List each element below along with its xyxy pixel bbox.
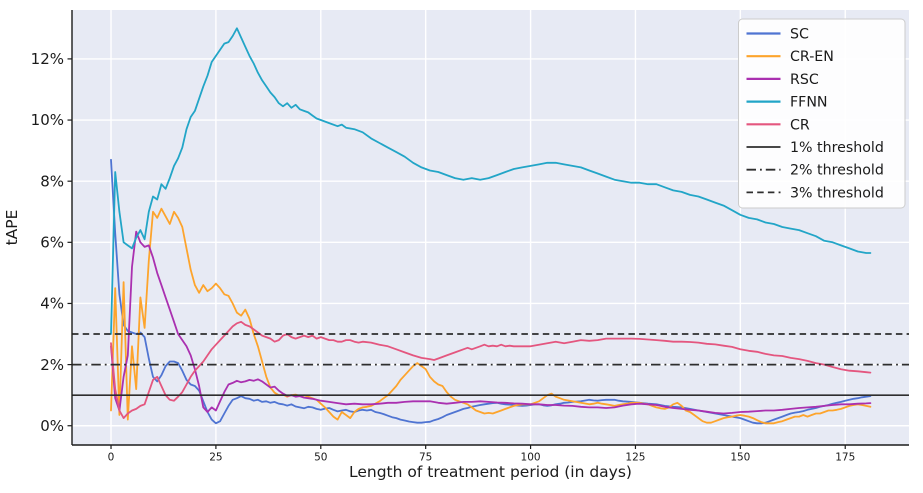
- y-tick-label: 12%: [31, 50, 64, 68]
- gridlines: [72, 10, 909, 445]
- legend-item-3-threshold: 3% threshold: [746, 185, 884, 201]
- x-tick-label: 25: [209, 452, 222, 464]
- x-tick-label: 75: [419, 452, 432, 464]
- legend-item-label: 3% threshold: [790, 185, 884, 201]
- x-tick-label: 50: [314, 452, 327, 464]
- legend: SC CR-EN RSC FFNN CR 1% threshold 2% threshold…: [738, 18, 906, 209]
- y-tick-label: 6%: [40, 234, 64, 252]
- legend-item-2-threshold: 2% threshold: [746, 163, 884, 179]
- legend-item-label: FFNN: [790, 95, 828, 111]
- legend-item-label: CR: [790, 117, 810, 133]
- legend-item-sc: SC: [746, 27, 809, 43]
- legend-item-rsc: RSC: [746, 72, 819, 88]
- series-line-rsc: [110, 230, 872, 415]
- legend-item-ffnn: FFNN: [746, 95, 828, 111]
- legend-item-label: 1% threshold: [790, 140, 884, 156]
- y-tick-label: 2%: [40, 356, 64, 374]
- series-line-ffnn: [110, 27, 872, 335]
- legend-item-label: SC: [790, 27, 809, 43]
- series-line-cr-en: [110, 207, 872, 425]
- y-axis-label: tAPE: [3, 210, 21, 246]
- x-tick-label: 100: [521, 452, 541, 464]
- legend-item-label: CR-EN: [790, 49, 834, 65]
- legend-item-cr-en: CR-EN: [746, 49, 834, 65]
- x-tick-label: 150: [730, 452, 750, 464]
- legend-item-1-threshold: 1% threshold: [746, 140, 884, 156]
- y-tick-label: 4%: [40, 295, 64, 313]
- x-tick-label: 175: [835, 452, 855, 464]
- legend-item-cr: CR: [746, 117, 810, 133]
- series-line-cr: [110, 320, 872, 419]
- series-line-sc: [110, 158, 872, 425]
- y-tick-label: 8%: [40, 172, 64, 190]
- legend-item-label: RSC: [790, 72, 819, 88]
- x-tick-label: 0: [108, 452, 115, 464]
- y-tick-label: 10%: [31, 111, 64, 129]
- y-tick-label: 0%: [40, 417, 64, 435]
- x-tick-label: 125: [625, 452, 645, 464]
- legend-item-label: 2% threshold: [790, 163, 884, 179]
- x-axis-label: Length of treatment period (in days): [349, 463, 632, 481]
- axis-ticks: 0% 2% 4% 6% 8% 10% 12% 0 25 50 75 100 125 150 175: [31, 50, 856, 463]
- legend-box: [738, 18, 906, 209]
- series-group: [110, 27, 872, 425]
